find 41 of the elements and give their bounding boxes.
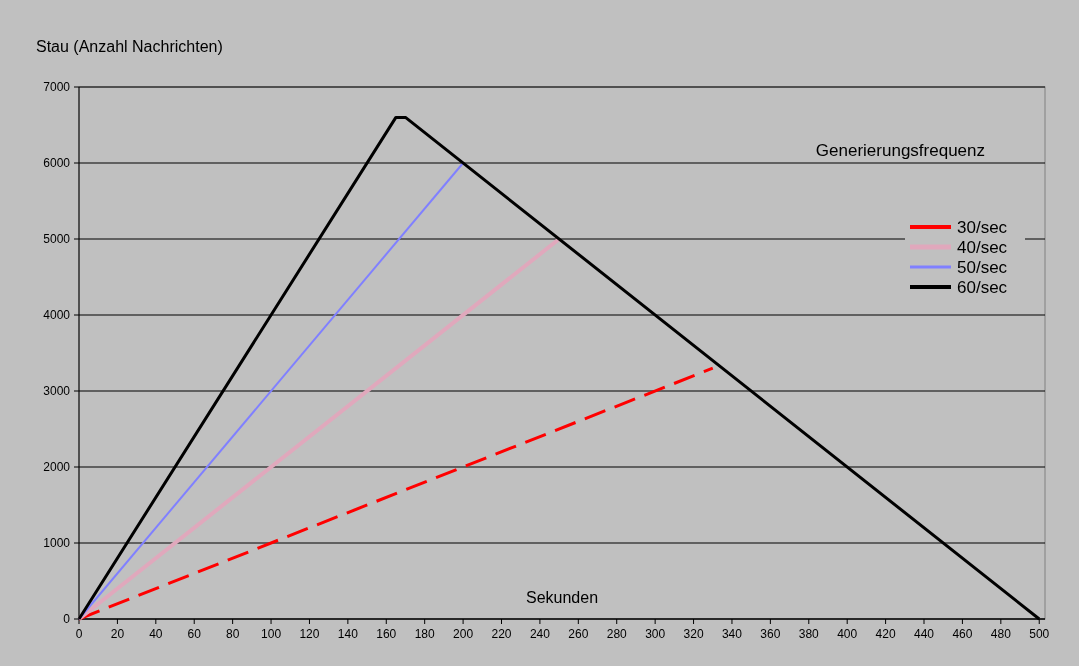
x-tick-label: 440 xyxy=(913,627,935,641)
x-tick-label: 500 xyxy=(1029,627,1050,641)
y-tick-label: 5000 xyxy=(43,232,71,247)
x-tick-label: 180 xyxy=(414,627,436,641)
x-tick-label: 340 xyxy=(721,627,743,641)
y-tick-label: 0 xyxy=(63,612,71,627)
x-tick-label: 0 xyxy=(75,627,83,641)
y-axis-title: Stau (Anzahl Nachrichten) xyxy=(36,38,223,55)
legend-label: 50/sec xyxy=(957,257,1008,277)
y-tick-label: 2000 xyxy=(43,460,71,475)
y-tick-label: 3000 xyxy=(43,384,71,399)
legend-label: 30/sec xyxy=(957,217,1008,237)
x-tick-label: 120 xyxy=(299,627,320,641)
x-tick-label: 360 xyxy=(760,627,781,641)
x-tick-label: 240 xyxy=(529,627,551,641)
x-tick-label: 160 xyxy=(376,627,397,641)
x-axis-title: Sekunden xyxy=(525,589,599,606)
legend-title: Generierungsfrequenz xyxy=(815,141,985,160)
x-tick-label: 200 xyxy=(453,627,474,641)
y-tick-label: 1000 xyxy=(43,536,71,551)
x-tick-label: 20 xyxy=(110,627,125,641)
x-tick-label: 220 xyxy=(491,627,512,641)
x-tick-label: 100 xyxy=(261,627,282,641)
x-tick-label: 40 xyxy=(149,627,163,641)
x-tick-label: 60 xyxy=(187,627,202,641)
x-tick-label: 420 xyxy=(875,627,896,641)
x-tick-label: 460 xyxy=(952,627,973,641)
legend-label: 40/sec xyxy=(957,237,1008,257)
x-tick-label: 80 xyxy=(225,627,240,641)
x-tick-label: 380 xyxy=(798,627,820,641)
x-tick-label: 320 xyxy=(683,627,704,641)
y-tick-label: 4000 xyxy=(43,308,71,323)
x-tick-label: 400 xyxy=(837,627,858,641)
legend-label: 60/sec xyxy=(957,277,1008,297)
x-tick-label: 300 xyxy=(645,627,666,641)
x-tick-label: 280 xyxy=(606,627,628,641)
y-tick-label: 7000 xyxy=(43,80,71,95)
x-tick-label: 140 xyxy=(337,627,359,641)
x-tick-label: 260 xyxy=(568,627,589,641)
x-tick-label: 480 xyxy=(990,627,1012,641)
y-tick-label: 6000 xyxy=(43,156,71,171)
